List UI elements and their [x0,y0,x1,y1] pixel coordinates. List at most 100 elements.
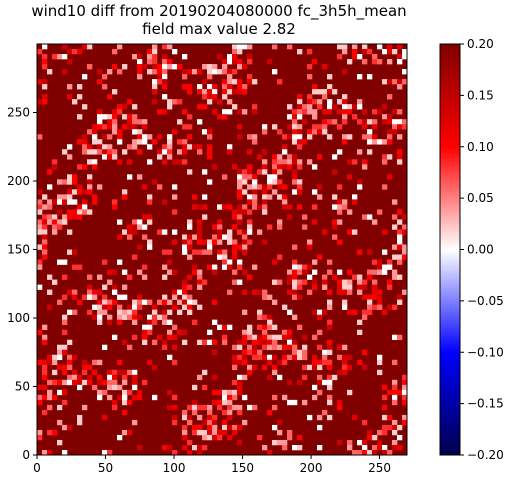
heatmap-cell [197,414,203,421]
heatmap-cell [232,214,238,220]
heatmap-cell [367,49,373,55]
heatmap-cell [182,294,188,300]
heatmap-cell [192,399,198,406]
heatmap-cell [182,54,188,60]
heatmap-cell [217,249,223,255]
heatmap-cell [397,44,403,50]
heatmap-cell [92,194,98,200]
heatmap-cell [172,159,178,165]
heatmap-cell [67,354,73,361]
heatmap-cell [252,404,258,411]
heatmap-cell [217,224,223,230]
heatmap-cell [402,54,408,60]
heatmap-cell [57,404,63,411]
heatmap-cell [187,414,193,421]
heatmap-cell [187,124,193,130]
heatmap-cell [162,444,168,451]
heatmap-cell [397,59,403,65]
heatmap-cell [262,164,268,170]
heatmap-cell [87,294,93,300]
heatmap-cell [242,374,248,381]
heatmap-cell [397,124,403,130]
heatmap-cell [242,204,248,210]
heatmap-cell [197,104,203,110]
heatmap-cell [347,159,353,165]
heatmap-cell [117,319,123,325]
heatmap-cell [112,269,118,275]
heatmap-cell [292,274,298,280]
colorbar-gradient [439,43,461,456]
colorbar-tick-label: 0.15 [467,88,494,102]
heatmap-cell [212,234,218,240]
heatmap-cell [177,329,183,336]
heatmap-cell [237,384,243,391]
heatmap-cell [87,309,93,315]
heatmap-cell [167,309,173,315]
heatmap-cell [382,449,388,456]
heatmap-cell [202,444,208,451]
heatmap-cell [222,419,228,426]
heatmap-cell [197,144,203,150]
heatmap-cell [157,149,163,155]
heatmap-cell [402,249,408,255]
heatmap-cell [237,134,243,140]
heatmap-cell [242,189,248,195]
heatmap-cell [337,219,343,225]
heatmap-cell [237,124,243,130]
heatmap-cell [57,349,63,356]
heatmap-cell [37,79,43,85]
heatmap-cell [62,369,68,376]
heatmap-cell [67,249,73,255]
heatmap-cell [362,279,368,285]
heatmap-cell [212,224,218,230]
heatmap-cell [352,309,358,315]
heatmap-cell [202,64,208,70]
heatmap-cell [332,224,338,230]
heatmap-cell [302,279,308,285]
heatmap-cell [117,134,123,140]
heatmap-cell [107,304,113,310]
heatmap-cell [347,209,353,215]
heatmap-cell [352,49,358,55]
heatmap-cell [382,159,388,165]
heatmap-cell [232,239,238,245]
heatmap-cell [327,84,333,90]
heatmap-cell [252,104,258,110]
heatmap-cell [242,334,248,341]
heatmap-cell [287,289,293,295]
heatmap-cell [402,399,408,406]
heatmap-cell [147,319,153,325]
heatmap-cell [247,239,253,245]
heatmap-cell [297,114,303,120]
heatmap-cell [212,374,218,381]
heatmap-cell [42,214,48,220]
heatmap-cell [337,184,343,190]
heatmap-cell [232,344,238,351]
heatmap-cell [192,409,198,416]
heatmap-cell [347,134,353,140]
heatmap-cell [282,164,288,170]
heatmap-cell [227,59,233,65]
heatmap-cell [367,134,373,140]
heatmap-cell [322,119,328,125]
heatmap-cell [272,124,278,130]
heatmap-cell [202,89,208,95]
heatmap-cell [322,64,328,70]
heatmap-cell [132,224,138,230]
heatmap-cell [62,349,68,356]
heatmap-cell [237,219,243,225]
heatmap-cell [62,69,68,75]
heatmap-cell [117,69,123,75]
heatmap-cell [262,444,268,451]
heatmap-cell [272,259,278,265]
heatmap-cell [247,174,253,180]
heatmap-cell [152,64,158,70]
heatmap-cell [307,109,313,115]
heatmap-cell [42,64,48,70]
heatmap-cell [197,274,203,280]
heatmap-cell [392,379,398,386]
y-tick-label: 50 [15,380,30,394]
heatmap-cell [282,354,288,361]
heatmap-cell [92,134,98,140]
heatmap-cell [227,394,233,401]
